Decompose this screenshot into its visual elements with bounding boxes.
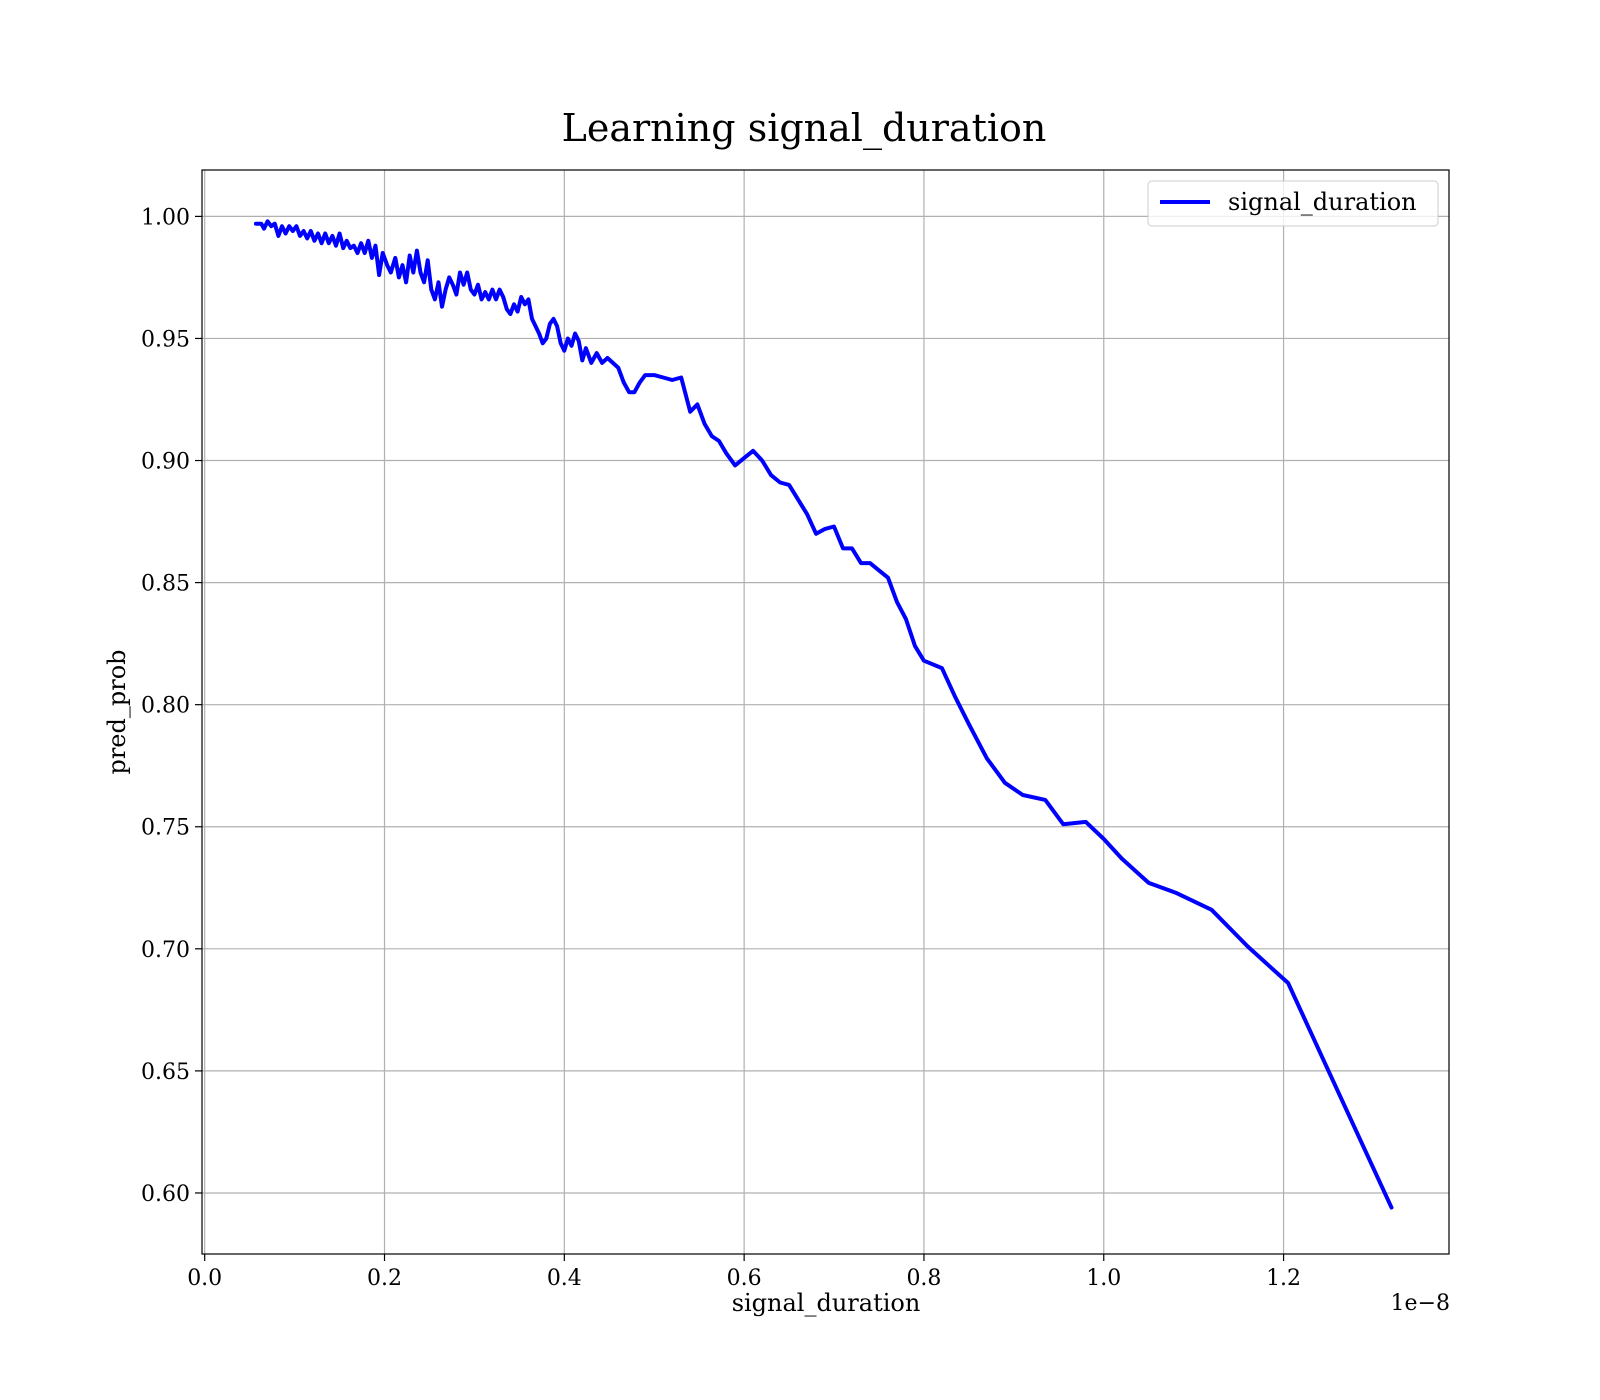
- x-tick-label: 0.4: [547, 1266, 582, 1291]
- legend: signal_duration: [1147, 180, 1439, 227]
- ticks: 0.0 0.2 0.4 0.6 0.8 1.0 1.2 0.60 0.65 0.70 0.75 0.8…: [141, 205, 1301, 1291]
- series-layer: [253, 219, 1394, 1210]
- x-tick-label: 0.0: [187, 1266, 222, 1291]
- y-tick-label: 0.65: [141, 1060, 190, 1085]
- legend-box: [1147, 180, 1439, 227]
- y-tick-label: 0.75: [141, 816, 190, 841]
- series-line-signal_duration: [253, 219, 1394, 1210]
- legend-label: signal_duration: [1228, 188, 1417, 216]
- y-tick-label: 0.90: [141, 450, 190, 475]
- y-tick-label: 0.85: [141, 572, 190, 597]
- x-tick-label: 1.2: [1266, 1266, 1301, 1291]
- x-tick-label: 1.0: [1086, 1266, 1121, 1291]
- y-tick-label: 0.80: [141, 694, 190, 719]
- x-tick-label: 0.6: [727, 1266, 762, 1291]
- y-tick-label: 0.95: [141, 327, 190, 352]
- chart-title: Learning signal_duration: [562, 106, 1047, 151]
- y-tick-label: 0.70: [141, 938, 190, 963]
- y-tick-label: 1.00: [141, 205, 190, 230]
- x-axis-label: signal_duration: [732, 1289, 921, 1317]
- y-axis-label: pred_prob: [103, 649, 131, 774]
- x-tick-label: 0.8: [906, 1266, 941, 1291]
- x-tick-label: 0.2: [367, 1266, 402, 1291]
- y-tick-label: 0.60: [141, 1182, 190, 1207]
- plot-frame: [201, 169, 1450, 1255]
- x-axis-offset-label: 1e−8: [1391, 1291, 1450, 1316]
